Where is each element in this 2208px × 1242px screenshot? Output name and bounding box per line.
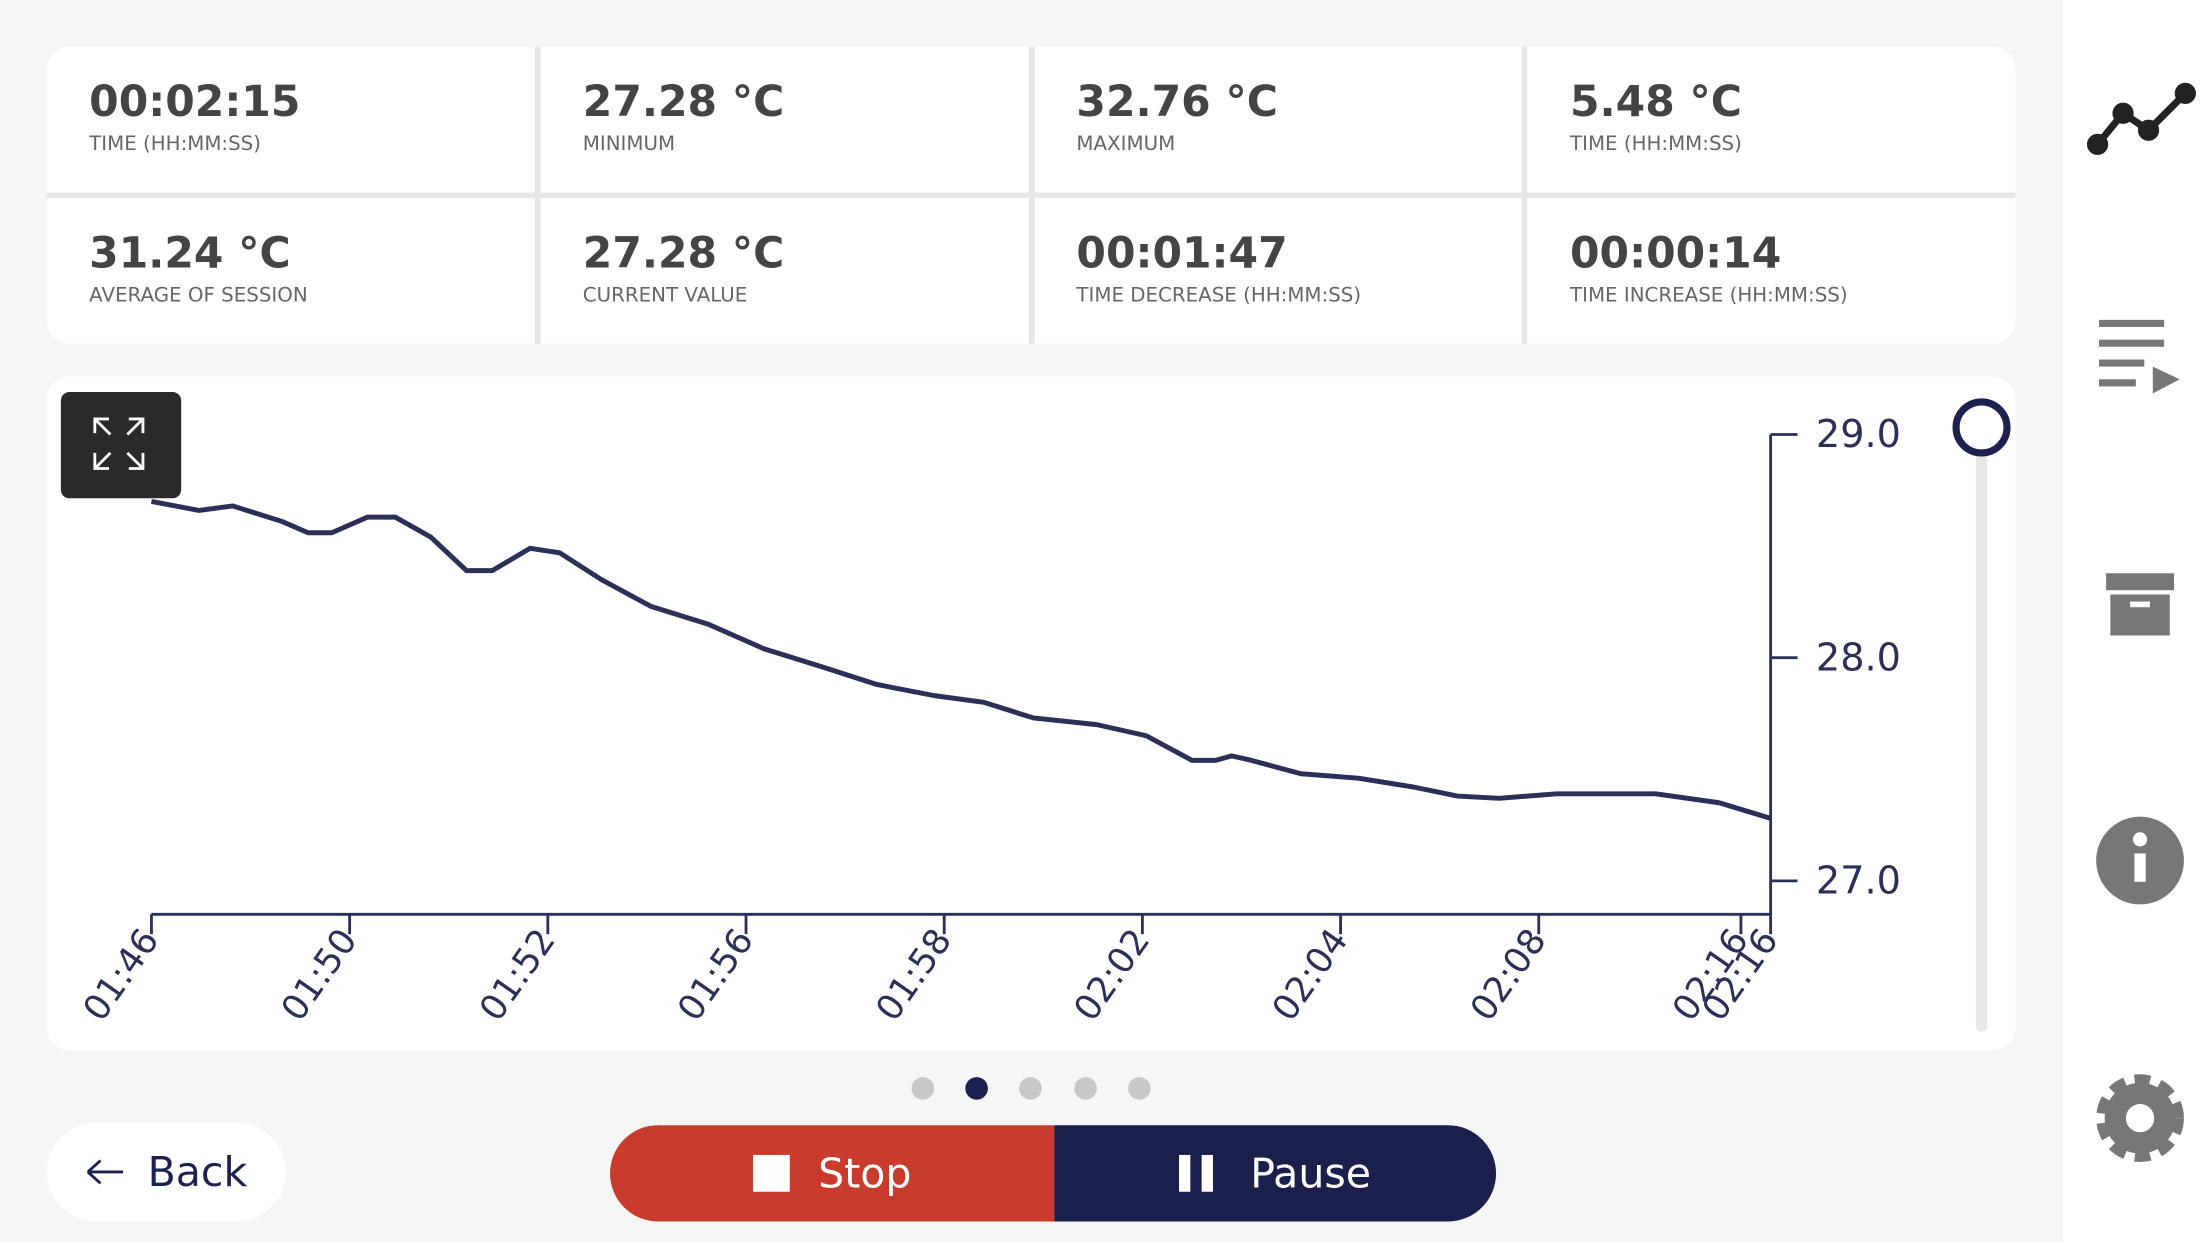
- stat-card: 00:01:47 TIME DECREASE (HH:MM:SS): [1033, 198, 1522, 344]
- info-icon[interactable]: [2096, 816, 2184, 905]
- stat-label: TIME (HH:MM:SS): [89, 133, 262, 156]
- stat-value: 00:00:14: [1570, 229, 1782, 279]
- stat-value: 27.28 °C: [582, 77, 785, 128]
- stat-label: TIME (HH:MM:SS): [1570, 133, 1742, 156]
- stop-button[interactable]: Stop: [610, 1125, 1055, 1222]
- stat-value: 5.48 °C: [1570, 77, 1742, 128]
- page-dot[interactable]: [965, 1077, 988, 1100]
- page-dot[interactable]: [1019, 1077, 1042, 1100]
- page-dot[interactable]: [911, 1077, 935, 1100]
- stats-panel: 00:02:15 TIME (HH:MM:SS) 27.28 °C MINIMUM 32…: [46, 46, 2016, 344]
- x-tick-label: 01:46: [75, 921, 167, 1028]
- stat-label: TIME DECREASE (HH:MM:SS): [1076, 284, 1362, 308]
- stat-label: TIME INCREASE (HH:MM:SS): [1570, 284, 1848, 308]
- stat-value: 31.24 °C: [89, 229, 291, 279]
- page-dot[interactable]: [1074, 1077, 1097, 1100]
- stat-label: CURRENT VALUE: [582, 284, 748, 308]
- expand-icon: [93, 417, 145, 470]
- x-tick-label: 02:08: [1463, 921, 1555, 1028]
- stat-card: 27.28 °C CURRENT VALUE: [540, 198, 1029, 344]
- x-tick-label: 02:04: [1264, 921, 1356, 1028]
- back-button[interactable]: Back: [46, 1122, 286, 1222]
- pause-button[interactable]: Pause: [1054, 1125, 1497, 1222]
- page-dot[interactable]: [1128, 1077, 1151, 1100]
- chart-icon[interactable]: [2086, 82, 2196, 155]
- chart-card: [46, 376, 2016, 1051]
- stat-card: 32.76 °C MAXIMUM: [1033, 46, 1522, 193]
- stop-label: Stop: [818, 1149, 912, 1198]
- expand-button[interactable]: [60, 392, 182, 499]
- page-dots: [911, 1077, 1151, 1100]
- pause-icon: [1179, 1154, 1214, 1192]
- stop-icon: [753, 1154, 790, 1192]
- stat-label: MAXIMUM: [1076, 133, 1176, 156]
- stat-card: 5.48 °C TIME (HH:MM:SS): [1527, 46, 2016, 193]
- x-tick-label: 01:56: [670, 921, 762, 1028]
- y-tick-label: 29.0: [1816, 413, 1901, 457]
- x-tick-label: 01:58: [868, 921, 960, 1028]
- list-icon[interactable]: [2099, 319, 2180, 394]
- stat-label: MINIMUM: [582, 133, 676, 156]
- stat-value: 00:02:15: [89, 77, 301, 128]
- y-tick-label: 27.0: [1816, 860, 1901, 904]
- stat-card: 00:02:15 TIME (HH:MM:SS): [46, 46, 535, 193]
- sidebar-icons: [2086, 82, 2196, 1163]
- back-label: Back: [147, 1147, 248, 1196]
- stat-card: 31.24 °C AVERAGE OF SESSION: [46, 198, 535, 344]
- stat-label: AVERAGE OF SESSION: [89, 284, 308, 308]
- archive-icon[interactable]: [2106, 573, 2175, 636]
- stat-card: 27.28 °C MINIMUM: [540, 46, 1029, 193]
- slider-handle[interactable]: [1952, 398, 2011, 457]
- x-tick-label: 02:02: [1066, 921, 1158, 1028]
- data-line: [150, 499, 1772, 821]
- back-arrow: [87, 1159, 124, 1185]
- stat-value: 00:01:47: [1076, 229, 1288, 279]
- pause-label: Pause: [1250, 1149, 1371, 1198]
- stat-value: 32.76 °C: [1076, 77, 1278, 128]
- y-tick-label: 28.0: [1816, 636, 1901, 680]
- x-tick-label: 01:52: [472, 921, 564, 1028]
- stat-card: 00:00:14 TIME INCREASE (HH:MM:SS): [1527, 198, 2016, 344]
- stat-value: 27.28 °C: [582, 229, 785, 279]
- x-tick-label: 01:50: [273, 921, 365, 1028]
- settings-icon[interactable]: [2096, 1074, 2184, 1163]
